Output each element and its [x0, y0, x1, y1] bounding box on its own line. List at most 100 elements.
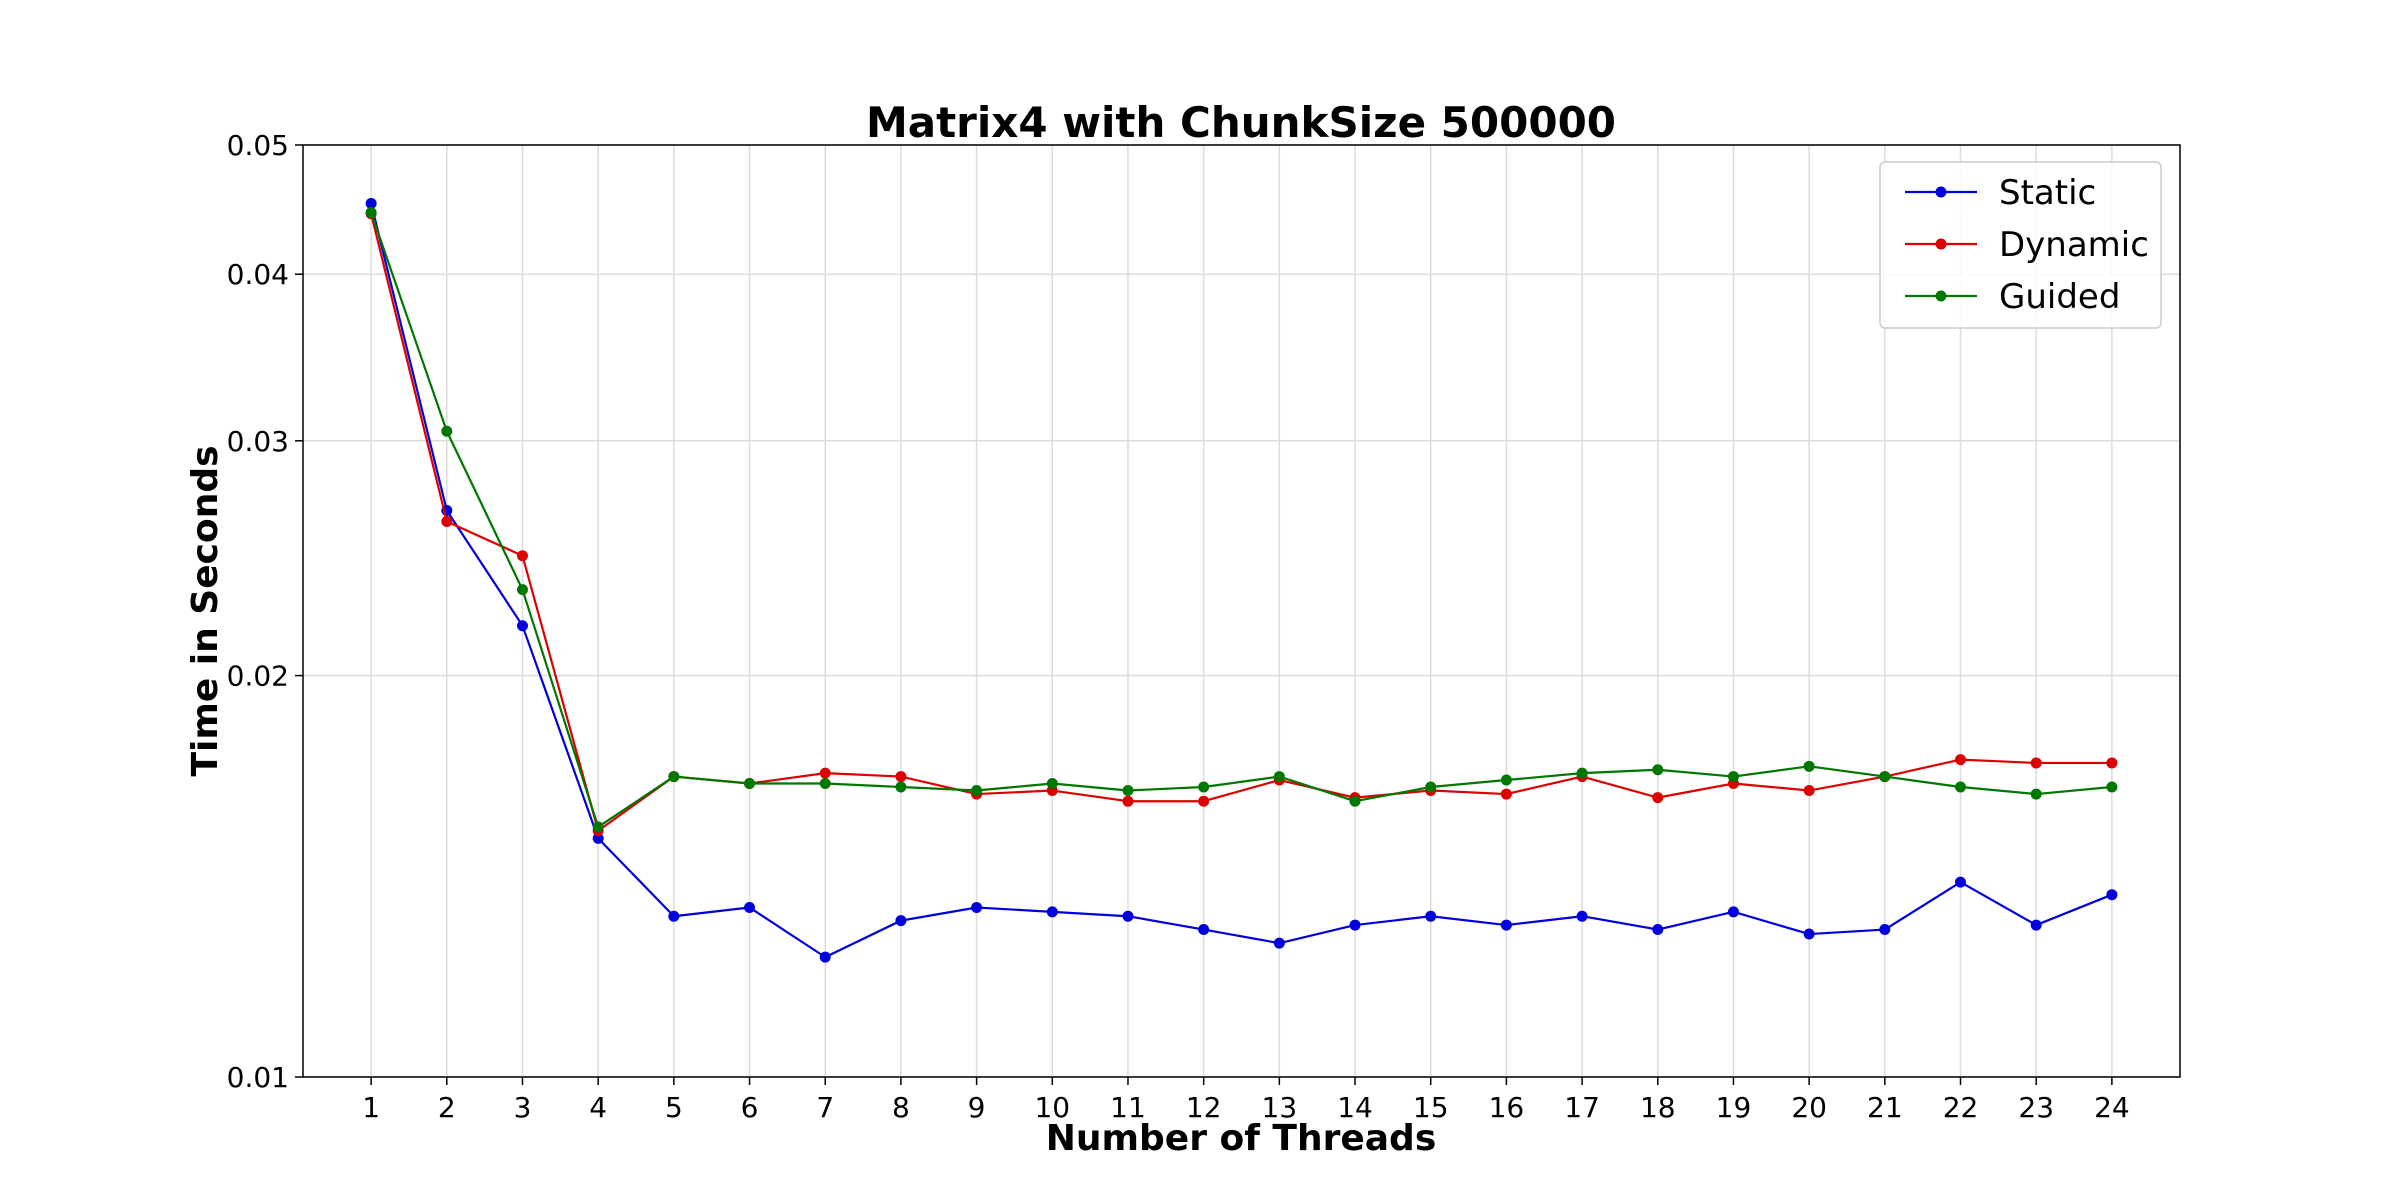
legend-marker-static [1935, 186, 1947, 198]
dynamic-data-point [1122, 795, 1134, 807]
dynamic-data-point [1500, 788, 1512, 800]
guided-data-point [516, 584, 528, 596]
guided-data-point [1273, 771, 1285, 783]
x-tick-label: 15 [1413, 1091, 1449, 1124]
x-tick-label: 6 [741, 1091, 759, 1124]
static-data-point [365, 197, 377, 209]
static-data-point [516, 620, 528, 632]
y-tick-label: 0.05 [227, 129, 289, 162]
guided-series-line [370, 212, 2112, 829]
static-data-point [819, 951, 831, 963]
x-tick-label: 14 [1337, 1091, 1373, 1124]
guided-data-point [1500, 774, 1512, 786]
static-data-point [1652, 924, 1664, 936]
legend-label-dynamic: Dynamic [1999, 225, 2149, 265]
x-tick-label: 4 [589, 1091, 607, 1124]
static-data-point [1425, 910, 1437, 922]
static-data-point [2030, 919, 2042, 931]
static-data-point [1349, 919, 1361, 931]
x-tick-label: 2 [438, 1091, 456, 1124]
guided-data-point [592, 821, 604, 833]
x-tick-label: 21 [1867, 1091, 1903, 1124]
ticks-layer: 0.010.020.030.040.051 2 3 4 5 6 7 8 9 10 11 12 13 14 1… [227, 129, 2130, 1124]
static-data-point [2106, 889, 2118, 901]
static-data-point [1500, 919, 1512, 931]
static-data-point [1576, 910, 1588, 922]
grid-layer [303, 144, 2180, 1078]
guided-data-point [1198, 781, 1210, 793]
static-series-line [370, 203, 2113, 959]
static-data-point [1122, 910, 1134, 922]
x-tick-label: 8 [892, 1091, 910, 1124]
x-tick-label: 13 [1262, 1091, 1298, 1124]
guided-data-point [441, 425, 453, 437]
x-tick-label: 22 [1943, 1091, 1979, 1124]
dynamic-data-point [516, 550, 528, 562]
dynamic-data-point [2106, 757, 2118, 769]
static-data-point [1273, 937, 1285, 949]
dynamic-data-point [1955, 754, 1967, 766]
guided-data-point [668, 771, 680, 783]
static-data-point [744, 902, 756, 914]
x-tick-label: 1 [362, 1091, 380, 1124]
x-tick-label: 23 [2018, 1091, 2054, 1124]
legend: Static Dynamic Guided [1879, 161, 2162, 329]
x-tick-label: 11 [1110, 1091, 1146, 1124]
guided-data-point [819, 778, 831, 790]
guided-data-point [1727, 771, 1739, 783]
guided-data-point [1349, 795, 1361, 807]
x-tick-label: 18 [1640, 1091, 1676, 1124]
guided-data-point [744, 778, 756, 790]
legend-marker-dynamic [1935, 238, 1947, 250]
chart-title: Matrix4 with ChunkSize 500000 [866, 98, 1616, 147]
x-tick-label: 24 [2094, 1091, 2130, 1124]
static-data-point [1879, 924, 1891, 936]
series-layer [365, 197, 2118, 963]
static-data-point [592, 832, 604, 844]
dynamic-data-point [1198, 795, 1210, 807]
guided-data-point [2030, 788, 2042, 800]
y-tick-label: 0.03 [227, 425, 289, 458]
x-tick-label: 12 [1186, 1091, 1222, 1124]
x-axis-label: Number of Threads [1046, 1118, 1437, 1159]
dynamic-data-point [441, 515, 453, 527]
x-tick-label: 19 [1716, 1091, 1752, 1124]
x-tick-label: 7 [816, 1091, 834, 1124]
static-data-point [895, 915, 907, 927]
x-tick-label: 3 [514, 1091, 532, 1124]
legend-marker-guided [1935, 290, 1947, 302]
static-data-point [1727, 906, 1739, 918]
guided-data-point [895, 781, 907, 793]
dynamic-data-point [1803, 785, 1815, 797]
dynamic-series-line [370, 213, 2112, 832]
x-tick-label: 5 [665, 1091, 683, 1124]
static-data-point [668, 910, 680, 922]
guided-data-point [1955, 781, 1967, 793]
guided-data-point [971, 785, 983, 797]
static-data-point [1046, 906, 1058, 918]
static-data-point [1198, 924, 1210, 936]
guided-data-point [1122, 785, 1134, 797]
y-tick-label: 0.02 [227, 660, 289, 693]
x-tick-label: 10 [1034, 1091, 1070, 1124]
x-tick-label: 16 [1489, 1091, 1525, 1124]
dynamic-data-point [1652, 792, 1664, 804]
y-tick-label: 0.04 [227, 258, 289, 291]
legend-label-guided: Guided [1999, 277, 2120, 317]
dynamic-data-point [2030, 757, 2042, 769]
x-tick-label: 9 [968, 1091, 986, 1124]
guided-data-point [1652, 764, 1664, 776]
guided-data-point [1576, 767, 1588, 779]
guided-data-point [1425, 781, 1437, 793]
static-data-point [1955, 876, 1967, 888]
guided-data-point [2106, 781, 2118, 793]
legend-box [1879, 161, 2162, 329]
guided-data-point [1879, 771, 1891, 783]
y-axis-label: Time in Seconds [185, 445, 226, 776]
legend-label-static: Static [1999, 173, 2096, 213]
guided-data-point [1803, 760, 1815, 772]
x-tick-label: 17 [1564, 1091, 1600, 1124]
dynamic-data-point [819, 767, 831, 779]
